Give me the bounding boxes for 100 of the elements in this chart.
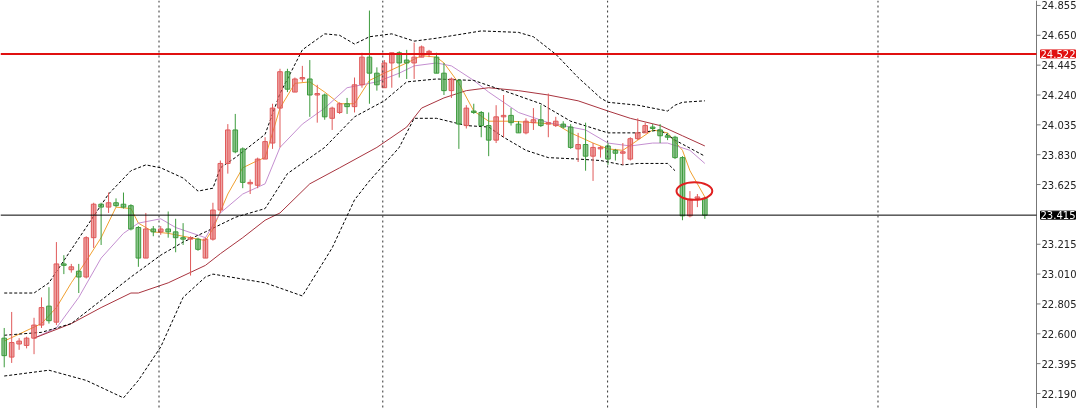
candlestick	[500, 94, 507, 138]
y-tick-label: 24.855	[1041, 0, 1077, 12]
candlestick	[321, 93, 328, 121]
candlestick	[135, 225, 142, 268]
candlestick	[351, 77, 358, 113]
candlestick	[98, 202, 104, 246]
candlestick	[590, 142, 596, 182]
candlestick	[195, 237, 201, 252]
candlestick	[374, 66, 380, 92]
candlestick	[612, 148, 619, 162]
y-tick-label: 24.650	[1041, 30, 1077, 42]
candlestick	[426, 49, 432, 58]
candlestick	[456, 78, 462, 150]
candlestick	[575, 132, 581, 163]
candlestick	[247, 178, 253, 195]
candlestick	[523, 117, 529, 135]
y-tick-label: 22.395	[1041, 358, 1077, 370]
y-tick-label: 24.445	[1041, 60, 1077, 72]
candlestick	[150, 225, 157, 237]
candlestick	[493, 104, 499, 144]
candlestick	[344, 97, 350, 115]
y-tick-label: 23.010	[1041, 269, 1077, 281]
candlestick	[597, 145, 604, 159]
candlestick	[508, 107, 514, 127]
candlestick	[8, 311, 15, 364]
y-tick-label: 22.190	[1041, 388, 1077, 400]
y-tick-label: 23.830	[1041, 149, 1077, 161]
candlestick	[664, 132, 671, 141]
candlestick	[307, 59, 313, 118]
candlestick	[545, 93, 552, 138]
candlestick	[649, 123, 656, 132]
candlestick	[61, 254, 67, 275]
candlestick	[381, 59, 388, 89]
candlestick	[538, 104, 544, 128]
ref-line-label: 24.522	[1040, 48, 1076, 60]
candlestick	[687, 190, 693, 218]
candlestick	[448, 77, 455, 99]
y-tick-label: 24.035	[1041, 119, 1077, 131]
candlestick	[23, 336, 30, 349]
candlestick	[441, 62, 447, 96]
candlestick	[672, 135, 678, 160]
candlestick	[202, 237, 209, 259]
candlestick	[38, 296, 45, 329]
candlestick	[31, 317, 37, 355]
candlestick	[292, 77, 298, 93]
candlestick	[143, 212, 149, 259]
y-tick-label: 22.805	[1041, 298, 1077, 310]
candlestick	[620, 142, 626, 166]
candlestick	[359, 52, 365, 89]
candlestick	[515, 120, 522, 134]
candlestick	[225, 123, 231, 175]
candlestick	[1, 327, 8, 368]
candlestick	[262, 136, 268, 160]
y-tick-label: 24.240	[1041, 90, 1077, 101]
candlestick	[180, 222, 186, 246]
candlestick	[582, 122, 589, 172]
candlestick	[210, 202, 216, 242]
candlestick	[366, 10, 373, 105]
candlestick	[336, 101, 343, 115]
candlestick	[552, 116, 559, 128]
y-tick-label: 22.600	[1041, 328, 1077, 340]
candlestick	[478, 110, 485, 138]
candlestick	[470, 103, 477, 115]
candlestick	[53, 241, 60, 326]
candlestick	[485, 111, 492, 157]
candlestick	[83, 235, 90, 279]
candlestick	[165, 210, 172, 239]
candlestick	[411, 42, 417, 80]
candlestick	[269, 103, 276, 150]
candlestick	[187, 235, 194, 277]
y-tick-label: 23.215	[1041, 239, 1077, 251]
candlestick	[560, 120, 567, 129]
candlestick	[530, 107, 537, 131]
candlestick	[627, 136, 634, 162]
candlestick	[642, 122, 649, 134]
candlestick	[75, 263, 82, 294]
candlestick	[657, 123, 663, 144]
candlestick	[105, 192, 112, 214]
candlestick	[239, 146, 246, 189]
candlestick	[403, 49, 410, 80]
candlestick	[277, 68, 283, 148]
candlestick	[329, 106, 335, 131]
candlestick	[254, 157, 261, 189]
candlestick	[68, 263, 75, 274]
candlestick	[157, 225, 164, 236]
candlestick	[284, 68, 291, 93]
candlestick	[128, 203, 134, 231]
candlestick	[634, 117, 641, 141]
candlestick	[605, 142, 611, 166]
candlestick	[567, 123, 574, 150]
ref-line-label: 23.415	[1040, 210, 1076, 222]
y-tick-label: 23.625	[1041, 179, 1077, 191]
candlestick	[172, 218, 179, 253]
candlestick	[314, 84, 321, 124]
candlestick	[299, 65, 306, 83]
candlestick	[46, 286, 52, 325]
candlestick	[120, 192, 127, 210]
candlestick	[113, 197, 119, 208]
candlestick	[16, 337, 22, 351]
candlestick	[463, 104, 470, 129]
